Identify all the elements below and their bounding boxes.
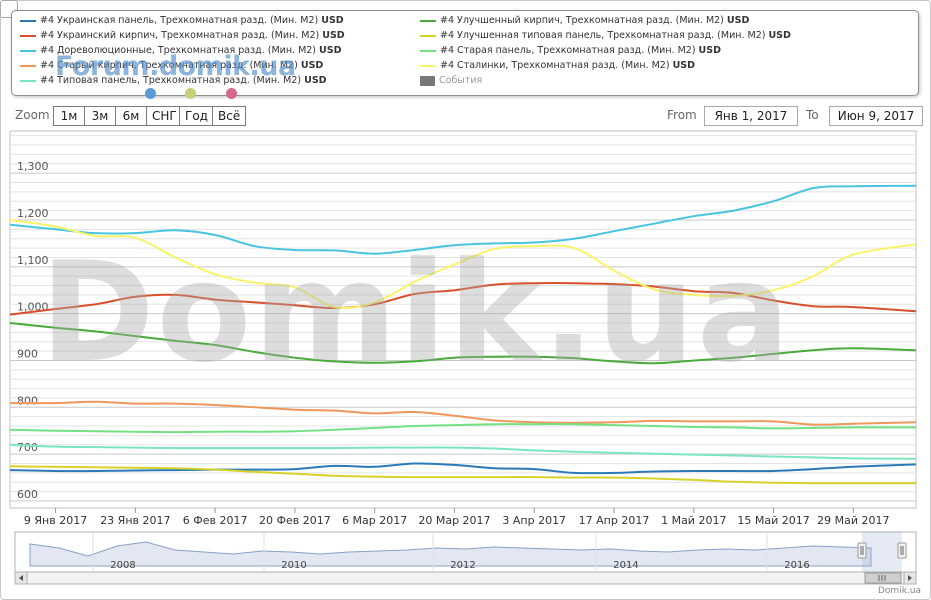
y-tick-label: 900 bbox=[17, 347, 38, 360]
watermark-dot-blue bbox=[145, 88, 156, 99]
x-tick-label: 9 Янв 2017 bbox=[24, 514, 87, 527]
from-label: From bbox=[667, 108, 697, 122]
legend-swatch bbox=[20, 49, 36, 52]
legend-swatch bbox=[420, 64, 436, 67]
series-line-6[interactable] bbox=[9, 465, 916, 485]
scroll-left-arrow-icon bbox=[19, 575, 23, 581]
navigator-series bbox=[29, 541, 872, 567]
scroll-right-arrow-icon bbox=[908, 575, 912, 581]
series-line-3[interactable] bbox=[9, 400, 917, 426]
credit-link[interactable]: Domik.ua bbox=[878, 586, 921, 596]
to-label: To bbox=[806, 108, 819, 122]
x-tick-label: 20 Фев 2017 bbox=[259, 514, 331, 527]
plot-area bbox=[9, 130, 917, 509]
navigator[interactable] bbox=[14, 531, 917, 573]
x-tick-label: 29 Май 2017 bbox=[817, 514, 889, 527]
y-tick-label: 1,100 bbox=[17, 254, 49, 267]
zoom-all-button[interactable]: Всё bbox=[212, 106, 246, 126]
legend-swatch bbox=[20, 19, 36, 22]
y-tick-label: 800 bbox=[17, 394, 38, 407]
from-date-input[interactable]: Янв 1, 2017 bbox=[704, 106, 798, 126]
y-tick-label: 600 bbox=[17, 488, 38, 501]
legend-item[interactable]: #4 Сталинки, Трехкомнатная разд. (Мин. М… bbox=[420, 59, 695, 73]
to-date-input[interactable]: Июн 9, 2017 bbox=[829, 106, 923, 126]
series-line-0[interactable] bbox=[9, 462, 917, 475]
legend: #4 Украинская панель, Трехкомнатная разд… bbox=[11, 10, 919, 96]
legend-item[interactable]: #4 Украинский кирпич, Трехкомнатная разд… bbox=[20, 29, 345, 43]
x-tick-label: 17 Апр 2017 bbox=[579, 514, 650, 527]
legend-item[interactable]: #4 Старый кирпич, Трехкомнатная разд. (М… bbox=[20, 59, 323, 73]
y-tick-label: 1,300 bbox=[17, 160, 49, 173]
watermark-dot-yellow bbox=[185, 88, 196, 99]
x-tick-label: 23 Янв 2017 bbox=[100, 514, 170, 527]
scrollbar-track[interactable] bbox=[14, 571, 917, 585]
y-tick-label: 700 bbox=[17, 441, 38, 454]
legend-item[interactable]: #4 Улучшенный кирпич, Трехкомнатная разд… bbox=[420, 14, 749, 28]
legend-item[interactable]: #4 Старая панель, Трехкомнатная разд. (М… bbox=[420, 44, 721, 58]
x-tick-label: 6 Фев 2017 bbox=[183, 514, 248, 527]
legend-item[interactable]: #4 Украинская панель, Трехкомнатная разд… bbox=[20, 14, 344, 28]
legend-item[interactable]: #4 Улучшенная типовая панель, Трехкомнат… bbox=[420, 29, 791, 43]
series-lines bbox=[9, 184, 917, 485]
zoom-ytd-button[interactable]: СНГ bbox=[146, 106, 180, 126]
navigator-year-label: 2008 bbox=[110, 560, 135, 571]
forum-watermark: Forum.domik.ua bbox=[55, 51, 296, 82]
navigator-handle-left[interactable] bbox=[857, 542, 867, 559]
legend-swatch bbox=[420, 49, 436, 52]
legend-swatch bbox=[20, 64, 36, 67]
navigator-window[interactable] bbox=[862, 532, 902, 572]
watermark-dot-red bbox=[226, 88, 237, 99]
legend-swatch bbox=[20, 34, 36, 37]
grid bbox=[9, 130, 917, 509]
events-swatch bbox=[420, 75, 435, 86]
x-tick-label: 6 Мар 2017 bbox=[342, 514, 407, 527]
legend-item[interactable]: #4 Дореволюционные, Трехкомнатная разд. … bbox=[20, 44, 341, 58]
series-line-2[interactable] bbox=[9, 184, 917, 255]
navigator-year-label: 2010 bbox=[281, 560, 306, 571]
navigator-handle-right[interactable] bbox=[897, 542, 907, 559]
series-line-5[interactable] bbox=[9, 322, 917, 365]
navigator-year-label: 2012 bbox=[450, 560, 475, 571]
zoom-6m-button[interactable]: 6м bbox=[115, 106, 147, 126]
legend-swatch bbox=[20, 79, 36, 82]
scrollbar-thumb[interactable] bbox=[864, 572, 902, 584]
x-tick-label: 1 Май 2017 bbox=[661, 514, 726, 527]
legend-swatch bbox=[420, 19, 436, 22]
x-tick-label: 20 Мар 2017 bbox=[418, 514, 490, 527]
x-tick-label: 3 Апр 2017 bbox=[502, 514, 566, 527]
zoom-buttons: 1м 3м 6м СНГ Год Всё bbox=[53, 106, 246, 126]
legend-item-events[interactable]: События bbox=[420, 74, 482, 88]
series-line-4[interactable] bbox=[9, 443, 917, 460]
series-line-8[interactable] bbox=[9, 219, 917, 310]
x-tick-label: 15 Май 2017 bbox=[737, 514, 809, 527]
x-axis: 9 Янв 2017 23 Янв 2017 6 Фев 2017 20 Фев 20… bbox=[24, 508, 890, 527]
legend-item[interactable]: #4 Типовая панель, Трехкомнатная разд. (… bbox=[20, 74, 327, 88]
series-line-7[interactable] bbox=[9, 423, 916, 434]
zoom-3m-button[interactable]: 3м bbox=[84, 106, 116, 126]
navigator-year-label: 2016 bbox=[784, 560, 809, 571]
legend-swatch bbox=[420, 34, 436, 37]
navigator-layer: 2008 2010 2012 2014 2016 bbox=[14, 531, 917, 585]
zoom-label: Zoom bbox=[15, 108, 50, 122]
navigator-year-label: 2014 bbox=[613, 560, 638, 571]
y-tick-label: 1,200 bbox=[17, 207, 49, 220]
